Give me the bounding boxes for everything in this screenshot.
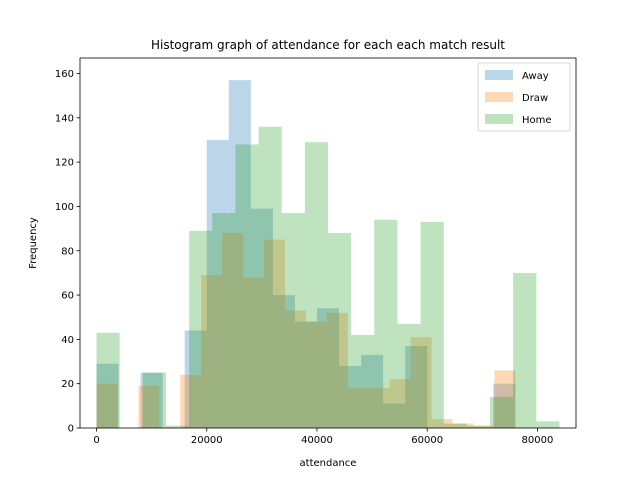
bar-away-13	[383, 403, 406, 428]
bar-home-9	[304, 142, 328, 428]
bar-away-18	[493, 383, 516, 428]
x-tick-label: 0	[93, 435, 99, 446]
y-tick-label: 140	[55, 113, 74, 124]
bar-draw-17	[452, 423, 474, 428]
bar-draw-13	[368, 388, 390, 428]
bar-home-18	[513, 272, 537, 428]
bar-away-7	[250, 208, 273, 428]
x-tick-label: 40000	[301, 435, 333, 446]
y-tick-label: 0	[68, 424, 74, 435]
bar-away-4	[184, 330, 207, 428]
legend-label-draw: Draw	[522, 93, 548, 104]
bar-draw-6	[222, 233, 244, 428]
bar-home-16	[466, 425, 491, 428]
bar-away-11	[339, 365, 362, 428]
legend-swatch-away	[485, 70, 513, 80]
bar-draw-8	[264, 239, 286, 428]
bar-draw-18	[473, 425, 495, 428]
bar-home-19	[536, 421, 560, 428]
bar-away-0	[96, 363, 119, 428]
y-tick-label: 100	[55, 202, 74, 213]
bar-home-6	[235, 144, 259, 428]
x-tick-label: 80000	[522, 435, 554, 446]
bar-away-14	[405, 346, 428, 428]
bar-draw-12	[347, 388, 369, 428]
histogram-bars	[96, 80, 560, 429]
bar-draw-15	[410, 337, 432, 428]
legend-label-home: Home	[522, 115, 552, 126]
bar-draw-0	[96, 383, 118, 428]
bar-home-15	[443, 423, 467, 428]
x-tick-label: 60000	[411, 435, 443, 446]
y-tick-label: 160	[55, 69, 74, 80]
bar-draw-7	[243, 277, 265, 428]
bar-home-12	[374, 219, 398, 428]
y-tick-label: 80	[61, 246, 74, 257]
bar-home-5	[212, 213, 236, 428]
y-tick-label: 40	[61, 335, 74, 346]
bar-draw-9	[285, 310, 306, 428]
bar-home-4	[189, 230, 213, 428]
x-tick-label: 20000	[191, 435, 223, 446]
bar-home-2	[142, 372, 166, 428]
plot-frame	[79, 57, 577, 429]
legend-box	[477, 62, 571, 132]
bar-draw-4	[180, 374, 202, 428]
chart-title: Histogram graph of attendance for each e…	[151, 38, 505, 52]
bar-away-5	[206, 139, 229, 429]
bar-home-0	[96, 332, 120, 428]
bar-away-9	[294, 321, 317, 428]
legend-label-away: Away	[522, 71, 549, 82]
y-tick-label: 120	[55, 158, 74, 169]
bar-draw-2	[138, 385, 160, 428]
y-axis-label: Frequency	[28, 217, 39, 269]
x-axis-ticks: 0 20000 40000 60000 80000	[93, 428, 553, 446]
legend-swatch-draw	[485, 92, 513, 102]
x-axis-label: attendance	[300, 458, 357, 469]
y-tick-label: 20	[61, 379, 74, 390]
bar-home-13	[397, 323, 421, 428]
bar-home-3	[165, 425, 190, 428]
bar-home-14	[420, 221, 444, 428]
bar-draw-16	[431, 419, 453, 428]
bar-draw-5	[201, 275, 223, 428]
bar-home-10	[328, 233, 352, 428]
legend: Away Draw Home	[477, 62, 571, 132]
y-axis-ticks: 0 20 40 60 80 100 120 140 160	[55, 69, 80, 435]
bar-away-6	[228, 80, 251, 428]
bar-draw-10	[305, 321, 327, 428]
bar-home-7	[258, 126, 282, 429]
bar-draw-19	[494, 370, 516, 428]
legend-swatch-home	[485, 114, 513, 124]
bar-home-11	[351, 334, 375, 428]
bar-draw-11	[326, 312, 348, 428]
bar-away-12	[361, 354, 384, 428]
bar-away-2	[140, 372, 163, 428]
bar-away-10	[316, 308, 340, 428]
bar-draw-14	[389, 379, 411, 428]
y-tick-label: 60	[61, 291, 74, 302]
bar-home-8	[281, 213, 305, 428]
bar-home-17	[490, 396, 514, 428]
bar-away-8	[272, 295, 295, 428]
